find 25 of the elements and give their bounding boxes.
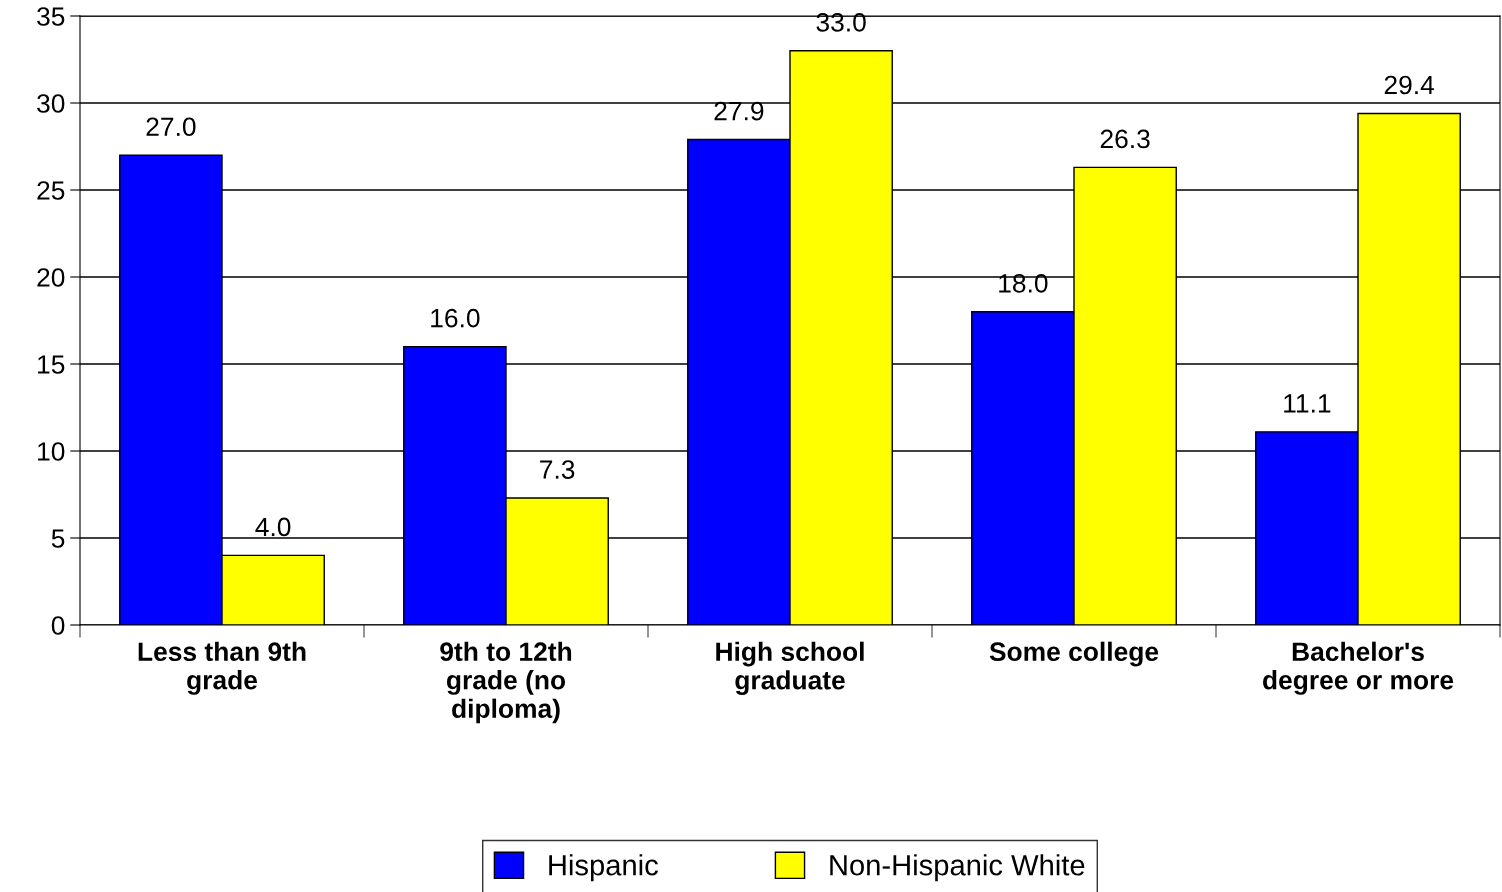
data-label: 7.3 <box>540 460 575 479</box>
data-label: 16.0 <box>431 308 480 328</box>
data-label: 4.0 <box>255 517 291 537</box>
legend-label: Hispanic <box>549 854 658 882</box>
data-label: 27.9 <box>714 101 764 121</box>
y-tick-label: 5 <box>51 529 65 548</box>
y-tick-label: 0 <box>51 616 65 635</box>
legend-label: Non-Hispanic White <box>830 854 1085 882</box>
x-tick-label: Bachelor's degree or more <box>1263 641 1454 695</box>
x-tick-label: Less than 9th grade <box>138 641 306 695</box>
data-label: 29.4 <box>1384 75 1435 95</box>
data-label: 26.3 <box>1100 129 1150 149</box>
y-tick-label: 10 <box>38 442 65 461</box>
data-label: 27.0 <box>146 117 196 137</box>
y-tick-label: 30 <box>37 94 65 113</box>
y-tick-label: 35 <box>37 7 65 26</box>
data-label: 11.1 <box>1284 394 1331 413</box>
data-label: 33.0 <box>816 13 866 32</box>
x-tick-label: Some college <box>989 641 1159 667</box>
y-tick-label: 20 <box>37 268 65 287</box>
y-tick-label: 15 <box>38 355 65 374</box>
data-label: 18.0 <box>999 274 1048 293</box>
x-tick-label: High school graduate <box>716 641 864 695</box>
y-tick-label: 25 <box>37 181 65 200</box>
x-tick-label: 9th to 12th grade (no diploma) <box>440 641 572 724</box>
